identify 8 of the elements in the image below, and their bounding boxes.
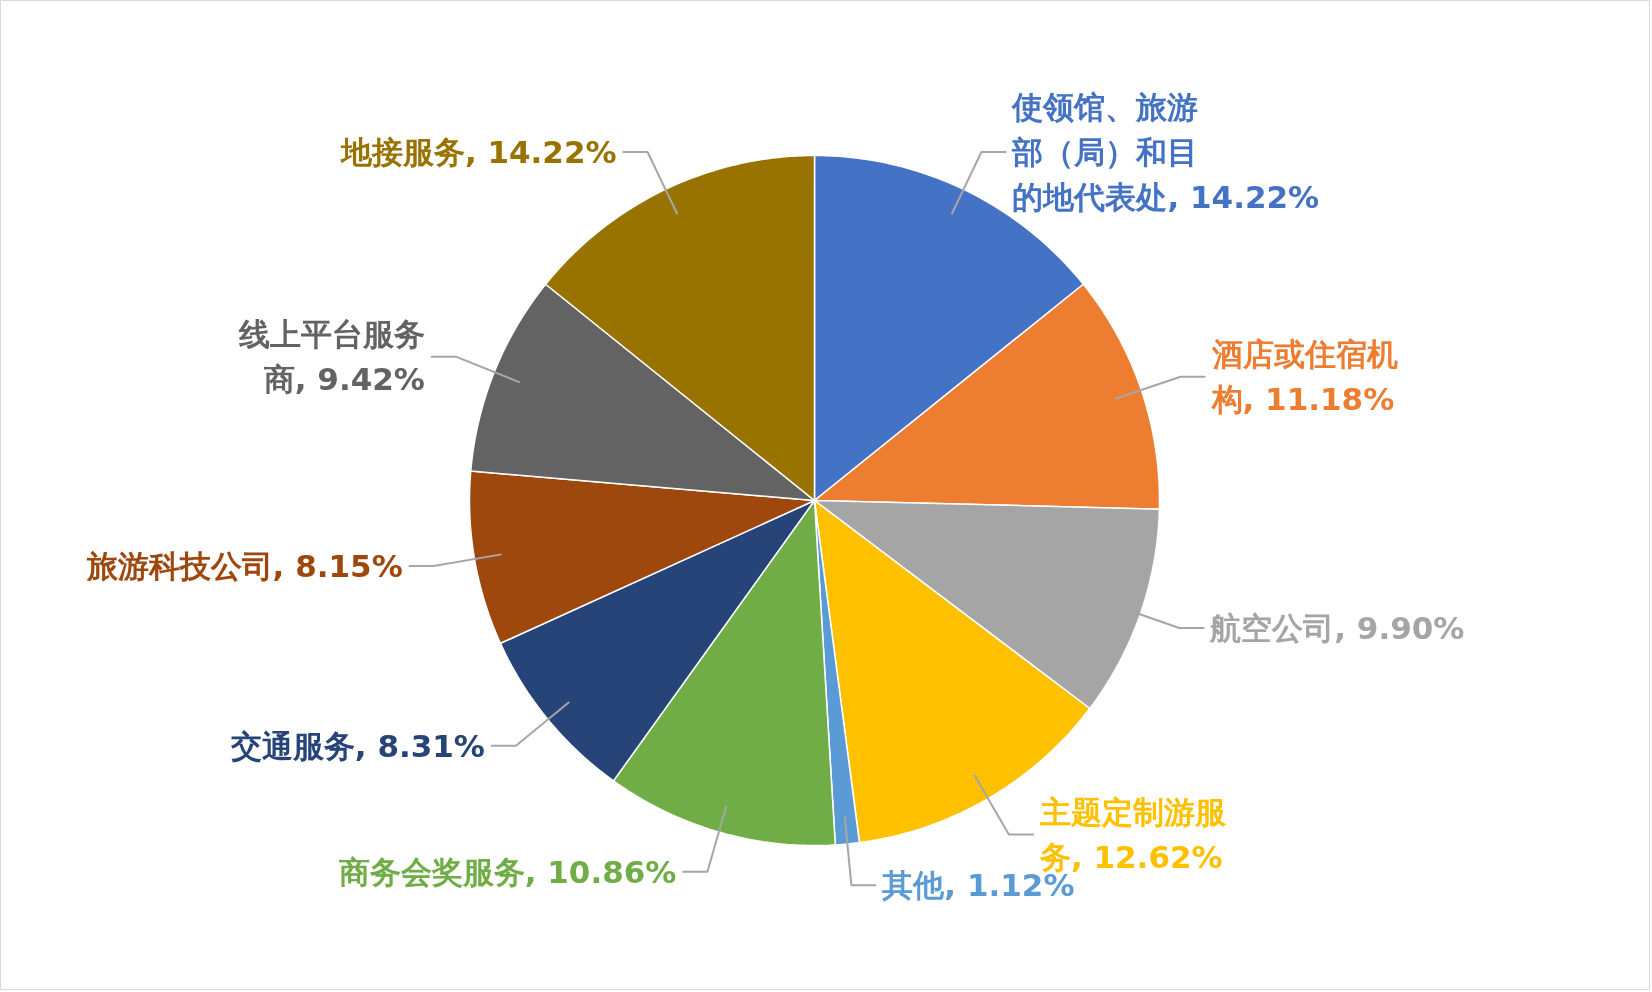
slice-label: 酒店或住宿机构, 11.18%	[1209, 336, 1398, 418]
slice-label: 地接服务, 14.22%	[338, 134, 617, 171]
slice-label: 使领馆、旅游部（局）和目的地代表处, 14.22%	[1011, 89, 1320, 216]
slice-label: 商务会奖服务, 10.86%	[338, 853, 677, 890]
slice-label: 交通服务, 8.31%	[229, 727, 485, 764]
slice-label: 线上平台服务商, 9.42%	[237, 316, 425, 398]
slice-label: 航空公司, 9.90%	[1209, 609, 1465, 646]
slice-label: 旅游科技公司, 8.15%	[85, 548, 403, 585]
